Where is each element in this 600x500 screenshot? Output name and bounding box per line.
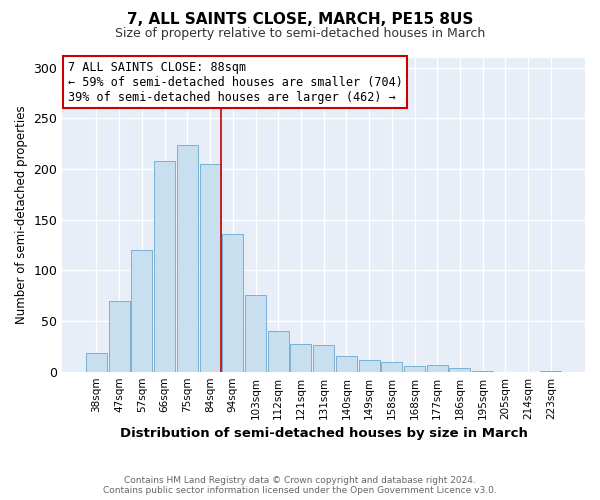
Bar	[290, 344, 311, 372]
Bar	[541, 370, 561, 372]
Text: Size of property relative to semi-detached houses in March: Size of property relative to semi-detach…	[115, 28, 485, 40]
Text: 7, ALL SAINTS CLOSE, MARCH, PE15 8US: 7, ALL SAINTS CLOSE, MARCH, PE15 8US	[127, 12, 473, 28]
Bar	[382, 362, 402, 372]
Bar	[404, 366, 425, 372]
Bar	[472, 370, 493, 372]
Bar	[86, 354, 107, 372]
Text: 7 ALL SAINTS CLOSE: 88sqm
← 59% of semi-detached houses are smaller (704)
39% of: 7 ALL SAINTS CLOSE: 88sqm ← 59% of semi-…	[68, 60, 403, 104]
Bar	[313, 346, 334, 372]
Bar	[449, 368, 470, 372]
Text: Contains HM Land Registry data © Crown copyright and database right 2024.
Contai: Contains HM Land Registry data © Crown c…	[103, 476, 497, 495]
Bar	[359, 360, 380, 372]
Bar	[109, 300, 130, 372]
Bar	[268, 331, 289, 372]
Y-axis label: Number of semi-detached properties: Number of semi-detached properties	[15, 106, 28, 324]
Bar	[245, 294, 266, 372]
Bar	[154, 161, 175, 372]
Bar	[131, 250, 152, 372]
Bar	[200, 164, 221, 372]
Bar	[177, 144, 198, 372]
Bar	[223, 234, 243, 372]
X-axis label: Distribution of semi-detached houses by size in March: Distribution of semi-detached houses by …	[120, 427, 527, 440]
Bar	[336, 356, 357, 372]
Bar	[427, 364, 448, 372]
